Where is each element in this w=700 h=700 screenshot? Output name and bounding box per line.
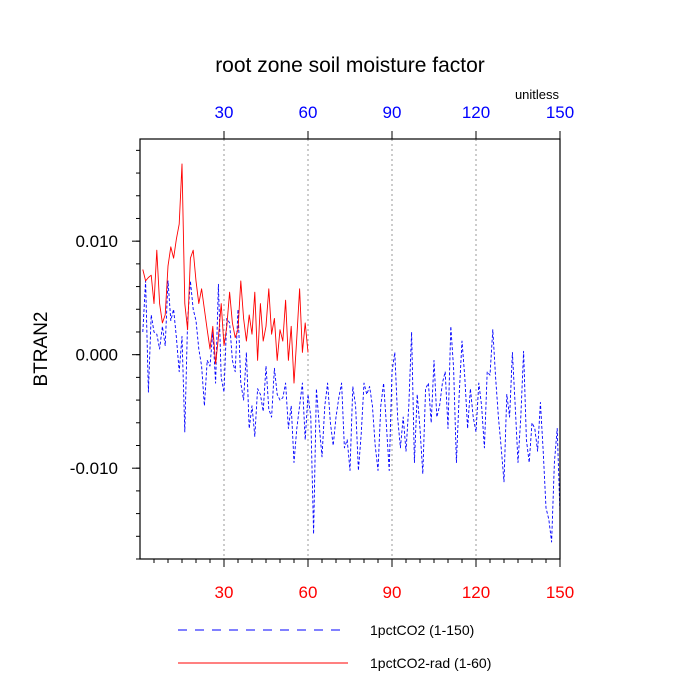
series-lines: [142, 163, 561, 543]
x-tick-label-bottom: 60: [299, 583, 318, 602]
series-line-1pctCO2-rad: [142, 163, 309, 384]
axes: 30 60 90 120 150 30 60 90 120 150 0.010 0.000 -0.010: [70, 103, 574, 602]
x-tick-label-top: 150: [546, 103, 574, 122]
x-tick-label-bottom: 150: [546, 583, 574, 602]
x-tick-label-top: 120: [462, 103, 490, 122]
y-tick-label: -0.010: [70, 459, 118, 478]
series-line-1pctCO2: [142, 280, 561, 543]
x-tick-label-top: 60: [299, 103, 318, 122]
vertical-grid: [223, 139, 477, 559]
x-tick-label-bottom: 30: [215, 583, 234, 602]
legend-label-0: 1pctCO2 (1-150): [370, 622, 474, 638]
y-tick-label: 0.000: [75, 346, 118, 365]
plot-frame: [139, 138, 561, 560]
legend: 1pctCO2 (1-150) 1pctCO2-rad (1-60): [178, 622, 491, 671]
y-tick-label: 0.010: [75, 232, 118, 251]
x-tick-label-top: 30: [215, 103, 234, 122]
units-label: unitless: [515, 87, 560, 102]
legend-label-1: 1pctCO2-rad (1-60): [370, 655, 491, 671]
x-tick-label-bottom: 120: [462, 583, 490, 602]
y-axis-label: BTRAN2: [31, 312, 52, 387]
x-tick-label-top: 90: [383, 103, 402, 122]
chart-title: root zone soil moisture factor: [215, 54, 485, 77]
x-tick-label-bottom: 90: [383, 583, 402, 602]
